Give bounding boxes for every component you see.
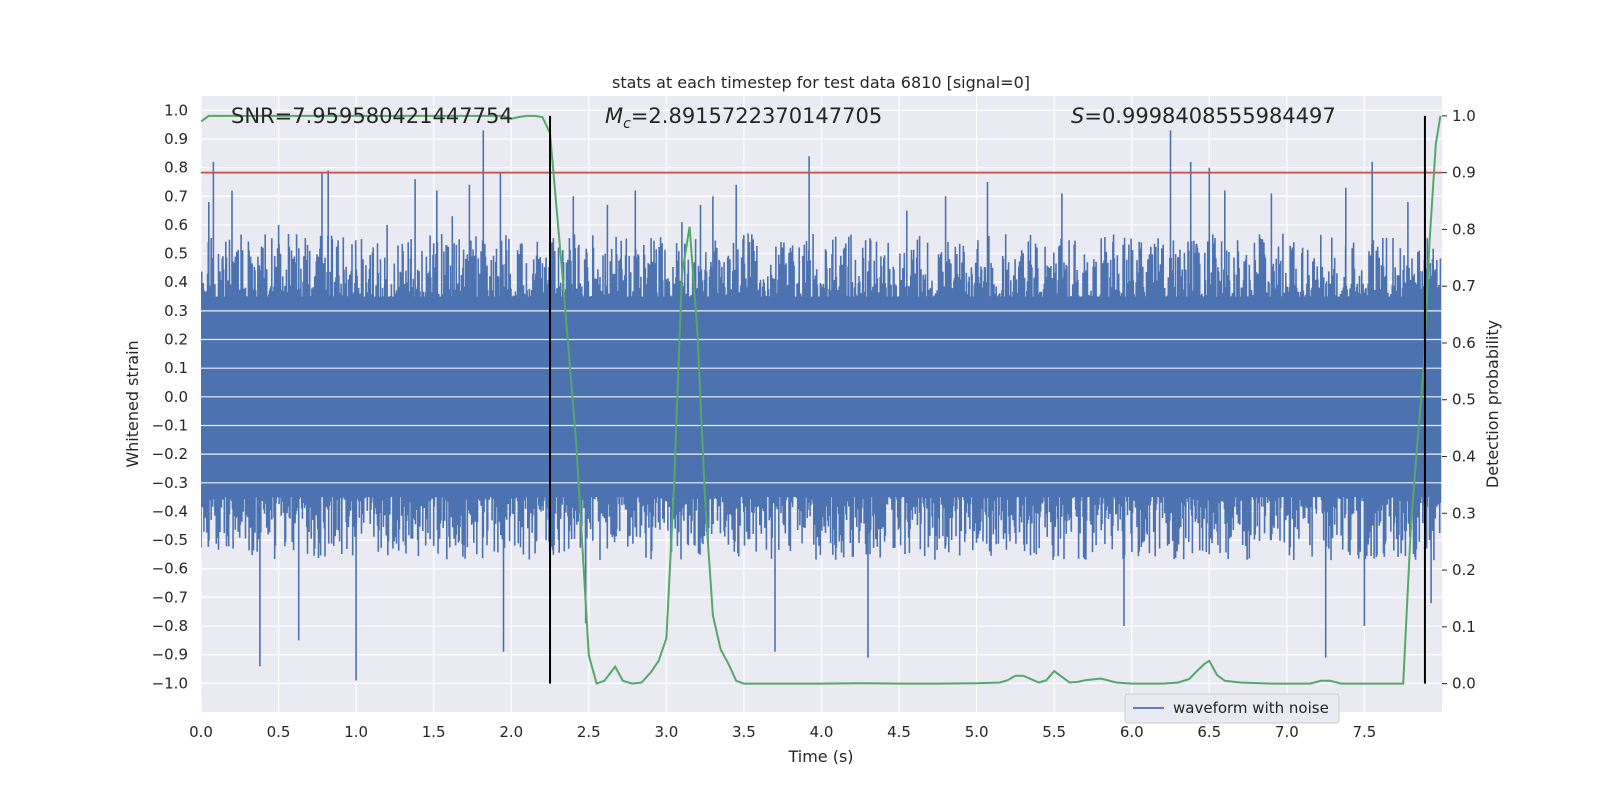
waveform-series bbox=[201, 130, 1442, 681]
y-ticks: 1.0 0.9 0.8 0.7 0.6 0.5 0.4 0.3 0.2 0.1 0.0 −0.1 −0.… bbox=[152, 101, 188, 692]
y2-tick-label: 0.0 bbox=[1452, 675, 1476, 693]
y-tick-label: 0.9 bbox=[164, 130, 188, 148]
y2-tick-label: 0.3 bbox=[1452, 504, 1476, 522]
x-tick-label: 7.0 bbox=[1275, 723, 1299, 741]
y-tick-label: 0.3 bbox=[164, 302, 188, 320]
y-tick-label: −1.0 bbox=[152, 674, 188, 692]
x-ticks: 0.0 0.5 1.0 1.5 2.0 2.5 3.0 3.5 4.0 4.5 5.0 5.5 6.0 6… bbox=[189, 723, 1376, 741]
y2-tick-label: 0.2 bbox=[1452, 561, 1476, 579]
y2-ticks: 1.0 0.9 0.8 0.7 0.6 0.5 0.4 0.3 0.2 0.1 0.0 bbox=[1442, 107, 1476, 693]
y-tick-label: 0.8 bbox=[164, 159, 188, 177]
significance-annotation: S=0.9998408555984497 bbox=[1071, 104, 1336, 128]
y2-tick-label: 0.5 bbox=[1452, 391, 1476, 409]
y-tick-label: 0.2 bbox=[164, 331, 188, 349]
y-tick-label: −0.8 bbox=[152, 617, 188, 635]
y-tick-label: −0.6 bbox=[152, 560, 188, 578]
y-tick-label: 0.7 bbox=[164, 187, 188, 205]
x-tick-label: 7.5 bbox=[1353, 723, 1377, 741]
y-tick-label: −0.3 bbox=[152, 474, 188, 492]
y-tick-label: −0.1 bbox=[152, 416, 188, 434]
y-tick-label: −0.5 bbox=[152, 531, 188, 549]
y-tick-label: −0.7 bbox=[152, 588, 188, 606]
chirp-mass-symbol: M bbox=[605, 104, 623, 128]
x-tick-label: 0.0 bbox=[189, 723, 213, 741]
legend-entry-waveform: waveform with noise bbox=[1173, 699, 1329, 717]
vertical-lines bbox=[549, 115, 1426, 684]
x-tick-label: 3.5 bbox=[732, 723, 756, 741]
y2-tick-label: 0.4 bbox=[1452, 448, 1476, 466]
y2-axis-label: Detection probability bbox=[1483, 320, 1502, 488]
x-tick-label: 4.5 bbox=[887, 723, 911, 741]
x-tick-label: 5.0 bbox=[965, 723, 989, 741]
chirp-mass-subscript: c bbox=[623, 116, 631, 132]
x-tick-label: 1.5 bbox=[422, 723, 446, 741]
x-tick-label: 6.0 bbox=[1120, 723, 1144, 741]
x-tick-label: 5.5 bbox=[1042, 723, 1066, 741]
y2-tick-label: 0.8 bbox=[1452, 220, 1476, 238]
y-tick-label: 0.4 bbox=[164, 273, 188, 291]
x-tick-label: 0.5 bbox=[267, 723, 291, 741]
legend-box bbox=[1124, 693, 1340, 724]
x-axis-label: Time (s) bbox=[787, 747, 853, 766]
significance-symbol: S bbox=[1071, 104, 1084, 128]
y2-tick-label: 0.9 bbox=[1452, 164, 1476, 182]
x-tick-label: 6.5 bbox=[1197, 723, 1221, 741]
snr-annotation: SNR=7.959580421447754 bbox=[231, 104, 513, 128]
x-tick-label: 2.5 bbox=[577, 723, 601, 741]
chirp-mass-annotation: Mc=2.8915722370147705 bbox=[605, 104, 882, 132]
chart-title: stats at each timestep for test data 681… bbox=[612, 73, 1030, 92]
chirp-mass-value: =2.8915722370147705 bbox=[631, 104, 882, 128]
y2-tick-label: 0.6 bbox=[1452, 334, 1476, 352]
x-tick-label: 4.0 bbox=[810, 723, 834, 741]
y2-tick-label: 0.1 bbox=[1452, 618, 1476, 636]
y-tick-label: −0.2 bbox=[152, 445, 188, 463]
y-tick-label: 0.1 bbox=[164, 359, 188, 377]
probability-line bbox=[201, 114, 1442, 685]
legend: waveform with noise bbox=[1124, 693, 1340, 724]
probability-series bbox=[201, 114, 1442, 685]
x-tick-label: 1.0 bbox=[344, 723, 368, 741]
y-axis-label: Whitened strain bbox=[123, 340, 142, 467]
significance-value: =0.9998408555984497 bbox=[1084, 104, 1335, 128]
y2-tick-label: 1.0 bbox=[1452, 107, 1476, 125]
y-tick-label: −0.9 bbox=[152, 646, 188, 664]
y-tick-label: 0.5 bbox=[164, 245, 188, 263]
y-tick-label: 0.6 bbox=[164, 216, 188, 234]
y-tick-label: 0.0 bbox=[164, 388, 188, 406]
y-tick-label: −0.4 bbox=[152, 502, 188, 520]
x-tick-label: 2.0 bbox=[499, 723, 523, 741]
y2-tick-label: 0.7 bbox=[1452, 277, 1476, 295]
x-tick-label: 3.0 bbox=[654, 723, 678, 741]
y-tick-label: 1.0 bbox=[164, 101, 188, 119]
